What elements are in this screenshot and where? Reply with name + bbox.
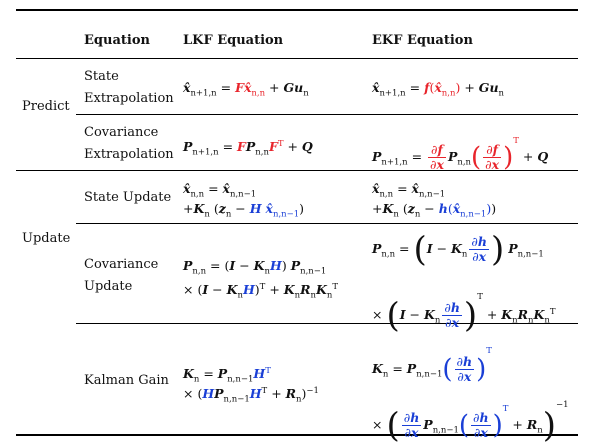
row-rule-2 xyxy=(76,223,578,224)
ekf-covariance-extrapolation: Pn+1,n = ∂f ∂x Pn,n(∂f ∂x)T + Q xyxy=(372,136,549,173)
lkf-state-update-line2: +Kn (zn − H x̂n,n−1) xyxy=(183,201,305,220)
row-state-update: State Update xyxy=(84,190,172,205)
ekf-state-update-line1: x̂n,n = x̂n,n−1 xyxy=(372,181,446,200)
lkf-state-update-line1: x̂n,n = x̂n,n−1 xyxy=(183,181,257,200)
group-update: Update xyxy=(22,231,71,246)
ekf-state-update-line2: +Kn (zn − h(x̂n,n−1)) xyxy=(372,201,497,220)
row-rule-1 xyxy=(76,114,578,115)
row-kalman-gain: Kalman Gain xyxy=(84,373,169,388)
row-covariance-extrapolation-line1: Covariance xyxy=(84,125,159,140)
lkf-covariance-update-line2: × (I − KnH)T + KnRnKnT xyxy=(183,282,339,301)
ekf-kalman-gain-line1: Kn = Pn,n−1(∂h ∂x)T xyxy=(372,346,492,385)
lkf-kalman-gain-line1: Kn = Pn,n−1HT xyxy=(183,366,271,385)
lkf-covariance-extrapolation: Pn+1,n = FPn,nFT + Q xyxy=(183,139,313,158)
predict-update-rule xyxy=(16,170,578,171)
lkf-state-extrapolation: x̂n+1,n = Fx̂n,n + Gun xyxy=(183,80,309,99)
ekf-kalman-gain-line2: × (∂h ∂x Pn,n−1(∂h ∂x)T + Rn)−1 xyxy=(372,400,569,446)
row-state-extrapolation-line2: Extrapolation xyxy=(84,91,174,106)
header-equation: Equation xyxy=(84,33,150,48)
row-rule-3 xyxy=(76,323,578,324)
ekf-covariance-update-line1: Pn,n = (I − Kn ∂h ∂x) Pn,n−1 xyxy=(372,229,544,270)
row-covariance-update-line1: Covariance xyxy=(84,257,159,272)
header-rule xyxy=(16,58,578,59)
top-rule xyxy=(16,9,578,11)
ekf-state-extrapolation: x̂n+1,n = f(x̂n,n) + Gun xyxy=(372,80,505,99)
bottom-rule xyxy=(16,434,578,436)
header-lkf: LKF Equation xyxy=(183,33,284,48)
row-covariance-extrapolation-line2: Extrapolation xyxy=(84,147,174,162)
row-state-extrapolation-line1: State xyxy=(84,69,119,84)
header-ekf: EKF Equation xyxy=(372,33,473,48)
row-covariance-update-line2: Update xyxy=(84,279,133,294)
lkf-kalman-gain-line2: × (HPn,n−1HT + Rn)−1 xyxy=(183,386,319,405)
ekf-covariance-update-line2: × (I − Kn ∂h ∂x)T + KnRnKnT xyxy=(372,292,556,336)
lkf-covariance-update-line1: Pn,n = (I − KnH) Pn,n−1 xyxy=(183,258,327,277)
group-predict: Predict xyxy=(22,99,70,114)
